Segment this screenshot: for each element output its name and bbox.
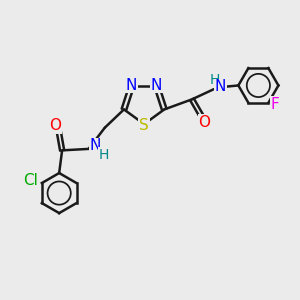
Text: N: N [126, 78, 137, 93]
Text: S: S [139, 118, 149, 133]
Text: H: H [99, 148, 109, 162]
Text: N: N [214, 80, 226, 94]
Text: H: H [210, 74, 220, 87]
Text: N: N [89, 139, 101, 154]
Text: Cl: Cl [23, 172, 38, 188]
Text: O: O [199, 115, 211, 130]
Text: O: O [49, 118, 61, 133]
Text: N: N [151, 78, 162, 93]
Text: F: F [271, 97, 279, 112]
